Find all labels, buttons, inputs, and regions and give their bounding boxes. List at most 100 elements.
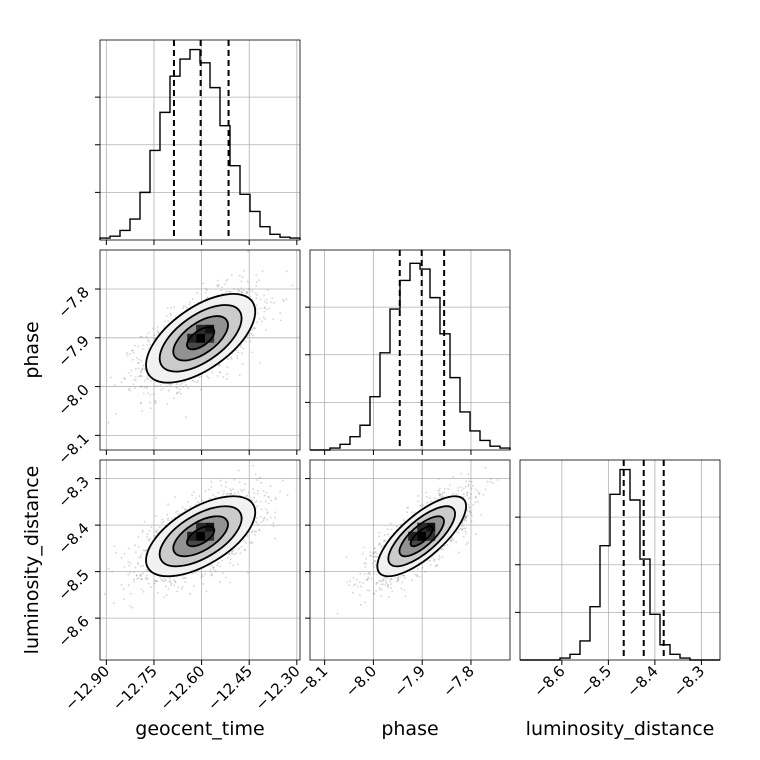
scatter-point [132, 351, 135, 354]
scatter-point [352, 584, 355, 587]
scatter-point [233, 287, 235, 290]
scatter-point [234, 492, 236, 495]
scatter-point [153, 385, 156, 388]
scatter-point [154, 579, 157, 581]
scatter-point [228, 553, 231, 556]
scatter-point [251, 329, 253, 332]
scatter-point [385, 582, 388, 584]
scatter-point [139, 375, 142, 378]
scatter-point [470, 493, 473, 496]
scatter-point [372, 592, 375, 595]
scatter-point [228, 552, 231, 555]
scatter-point [200, 375, 203, 378]
scatter-point [256, 308, 259, 311]
scatter-point [196, 380, 199, 382]
scatter-point [251, 290, 254, 293]
scatter-point [154, 400, 157, 403]
scatter-point [279, 312, 282, 315]
scatter-point [225, 481, 228, 484]
scatter-point [138, 358, 141, 361]
scatter-point [465, 515, 468, 517]
scatter-point [179, 384, 182, 386]
scatter-point [129, 571, 132, 574]
scatter-point [170, 307, 172, 309]
scatter-point [167, 587, 170, 590]
scatter-point [256, 321, 258, 324]
scatter-point [140, 385, 143, 388]
scatter-point [184, 508, 187, 510]
scatter-point [428, 497, 431, 499]
scatter-point [352, 576, 355, 579]
scatter-point [226, 492, 228, 495]
scatter-point [153, 393, 155, 396]
scatter-point [496, 479, 499, 481]
scatter-point [390, 578, 393, 580]
scatter-point [391, 590, 394, 593]
scatter-point [256, 505, 259, 508]
scatter-point [274, 511, 277, 514]
scatter-point [286, 494, 289, 496]
scatter-point [418, 575, 421, 578]
scatter-point [163, 325, 166, 328]
scatter-point [258, 317, 261, 320]
axes-frame [519, 459, 721, 661]
scatter-point [270, 499, 273, 502]
scatter-point [134, 376, 137, 379]
scatter-point [469, 512, 472, 515]
scatter-point [197, 502, 200, 505]
scatter-point [291, 284, 294, 287]
scatter-point [141, 368, 144, 371]
scatter-point [139, 335, 142, 338]
scatter-point [403, 574, 405, 577]
scatter-point [250, 541, 253, 543]
scatter-point [226, 357, 229, 360]
scatter-point [439, 495, 442, 498]
scatter-point [226, 556, 229, 559]
scatter-point [265, 500, 267, 503]
scatter-point [461, 525, 464, 527]
scatter-point [443, 487, 446, 490]
scatter-point [252, 334, 255, 337]
scatter-point [142, 392, 145, 395]
scatter-point [274, 537, 277, 540]
scatter-point [228, 291, 231, 293]
scatter-point [279, 319, 282, 322]
scatter-point [259, 515, 262, 518]
scatter-point [359, 594, 361, 597]
scatter-point [167, 517, 169, 520]
scatter-point [240, 290, 243, 292]
scatter-point [175, 386, 178, 389]
scatter-point [228, 492, 230, 495]
scatter-point [187, 387, 190, 390]
scatter-point [186, 307, 188, 309]
scatter-point [217, 284, 220, 286]
scatter-point [194, 503, 197, 506]
scatter-point [426, 501, 429, 504]
scatter-point [260, 521, 263, 524]
scatter-point [205, 590, 208, 593]
scatter-point [447, 488, 449, 490]
scatter-point [255, 530, 258, 533]
scatter-point [230, 489, 233, 492]
scatter-point [246, 291, 249, 294]
scatter-point [384, 540, 387, 542]
scatter-point [147, 392, 149, 395]
scatter-point [265, 308, 268, 311]
scatter-point [245, 291, 248, 293]
scatter-point [464, 518, 467, 521]
scatter-point [124, 378, 127, 380]
scatter-point [176, 513, 179, 516]
scatter-point [229, 291, 232, 293]
scatter-point [358, 581, 361, 584]
scatter-point [158, 526, 161, 529]
scatter-point [142, 364, 145, 367]
scatter-point [465, 520, 468, 522]
scatter-point [217, 285, 220, 288]
scatter-point [140, 401, 142, 404]
scatter-point [122, 598, 125, 601]
scatter-point [143, 521, 146, 523]
scatter-point [185, 416, 187, 419]
scatter-point [255, 274, 258, 276]
scatter-point [139, 555, 142, 557]
scatter-point [375, 590, 377, 593]
